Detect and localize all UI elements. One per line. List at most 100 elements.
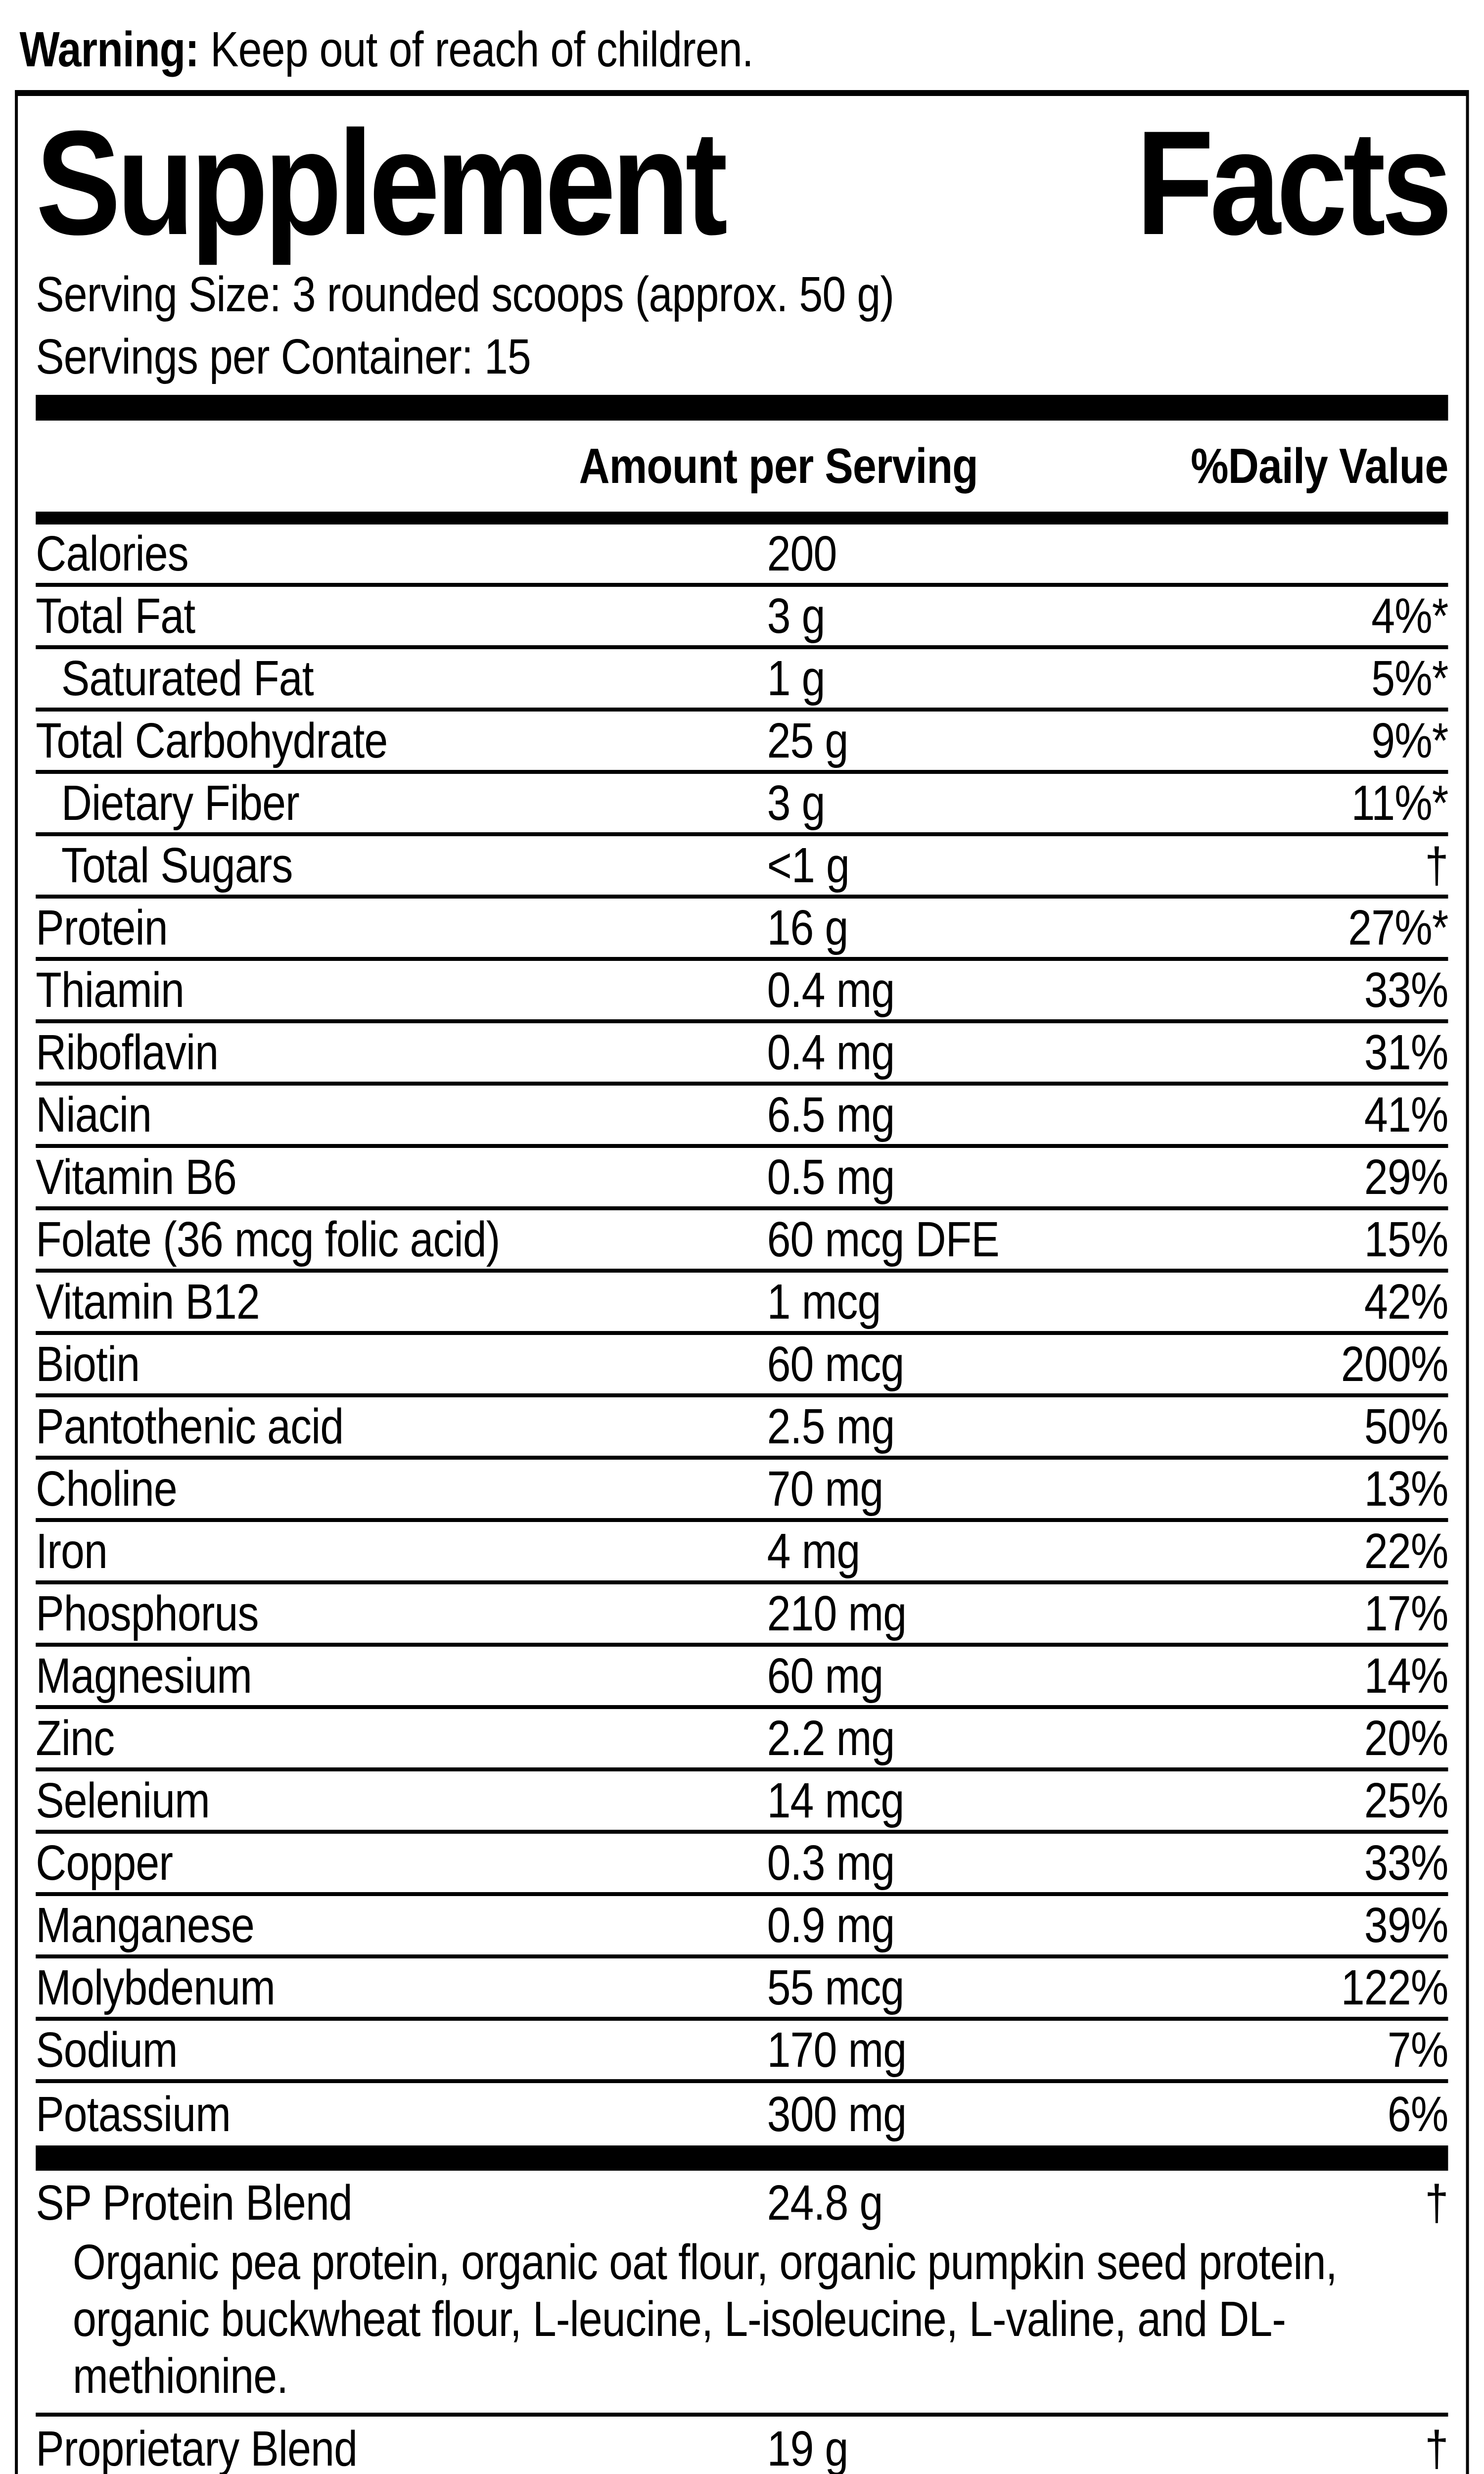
nutrient-amount: 300 mg — [767, 2086, 907, 2142]
nutrient-amount: 60 mg — [767, 1648, 884, 1704]
nutrient-daily-value: 17% — [1364, 1585, 1448, 1641]
title-word-supplement: Supplement — [36, 99, 728, 266]
table-row: Potassium 300 mg 6% — [36, 2083, 1448, 2145]
nutrient-name: Potassium — [36, 2086, 231, 2142]
nutrient-daily-value: 33% — [1364, 1835, 1448, 1891]
nutrient-daily-value: 6% — [1387, 2086, 1448, 2142]
nutrient-daily-value: 39% — [1364, 1897, 1448, 1953]
nutrient-daily-value: 22% — [1364, 1523, 1448, 1579]
nutrient-daily-value: 122% — [1341, 1959, 1448, 2015]
table-row: Biotin 60 mcg 200% — [36, 1335, 1448, 1397]
blend-section-sp-protein: SP Protein Blend 24.8 g † Organic pea pr… — [36, 2171, 1448, 2413]
nutrient-amount: 4 mg — [767, 1523, 861, 1579]
nutrient-daily-value: 15% — [1364, 1211, 1448, 1267]
nutrient-daily-value: 200% — [1341, 1336, 1448, 1392]
nutrient-amount: 6.5 mg — [767, 1087, 895, 1142]
divider-bar-under-header — [36, 512, 1448, 524]
nutrient-daily-value: 4%* — [1371, 588, 1448, 644]
nutrient-name: Total Sugars — [61, 837, 293, 893]
nutrient-amount: 55 mcg — [767, 1959, 905, 2015]
nutrient-name: Phosphorus — [36, 1585, 259, 1641]
nutrient-name: Total Fat — [36, 588, 195, 644]
blend-row: Proprietary Blend 19 g † — [36, 2417, 1448, 2474]
blend-amount: 19 g — [767, 2421, 849, 2474]
blend-name: SP Protein Blend — [36, 2175, 352, 2231]
table-row: Iron 4 mg 22% — [36, 1522, 1448, 1584]
nutrient-amount: 2.2 mg — [767, 1710, 895, 1766]
nutrient-amount: 70 mg — [767, 1461, 884, 1517]
nutrient-amount: 0.4 mg — [767, 1024, 895, 1080]
nutrient-amount: 0.3 mg — [767, 1835, 895, 1891]
table-row: Vitamin B6 0.5 mg 29% — [36, 1148, 1448, 1210]
warning-body: Keep out of reach of children. — [199, 22, 754, 77]
nutrient-name: Vitamin B12 — [36, 1274, 260, 1330]
serving-info: Serving Size: 3 rounded scoops (approx. … — [36, 263, 1448, 388]
table-row: Saturated Fat 1 g 5%* — [36, 649, 1448, 712]
nutrient-amount: 0.9 mg — [767, 1897, 895, 1953]
table-row: Magnesium 60 mg 14% — [36, 1647, 1448, 1709]
nutrient-amount: 60 mcg DFE — [767, 1211, 1000, 1267]
nutrient-amount: 0.5 mg — [767, 1149, 895, 1205]
label-sheet: Warning: Keep out of reach of children. … — [0, 22, 1484, 2474]
nutrient-name: Zinc — [36, 1710, 115, 1766]
nutrient-name: Sodium — [36, 2022, 178, 2078]
table-row: Thiamin 0.4 mg 33% — [36, 961, 1448, 1023]
nutrient-amount: 14 mcg — [767, 1772, 905, 1828]
divider-bar-above-blends — [36, 2145, 1448, 2171]
nutrient-daily-value: 27%* — [1348, 900, 1448, 955]
nutrient-amount: 16 g — [767, 900, 849, 955]
nutrient-name: Folate (36 mcg folic acid) — [36, 1211, 500, 1267]
table-row: Zinc 2.2 mg 20% — [36, 1709, 1448, 1771]
nutrient-amount: 170 mg — [767, 2022, 907, 2078]
nutrient-name: Molybdenum — [36, 1959, 276, 2015]
table-row: Choline 70 mg 13% — [36, 1460, 1448, 1522]
column-header-daily-value: %Daily Value — [1191, 438, 1448, 494]
nutrient-daily-value: 7% — [1387, 2022, 1448, 2078]
nutrient-name: Pantothenic acid — [36, 1398, 344, 1454]
table-row: Niacin 6.5 mg 41% — [36, 1086, 1448, 1148]
table-row: Dietary Fiber 3 g 11%* — [36, 774, 1448, 836]
table-row: Selenium 14 mcg 25% — [36, 1771, 1448, 1834]
nutrient-daily-value: 25% — [1364, 1772, 1448, 1828]
nutrient-name: Thiamin — [36, 962, 185, 1018]
nutrient-name: Manganese — [36, 1897, 255, 1953]
warning-text: Warning: Keep out of reach of children. — [20, 22, 1484, 77]
nutrient-name: Niacin — [36, 1087, 152, 1142]
table-row: Vitamin B12 1 mcg 42% — [36, 1273, 1448, 1335]
nutrient-name: Riboflavin — [36, 1024, 219, 1080]
warning-label: Warning: — [19, 22, 199, 77]
nutrient-amount: 25 g — [767, 713, 849, 768]
nutrient-daily-value: 50% — [1364, 1398, 1448, 1454]
nutrient-amount: 210 mg — [767, 1585, 907, 1641]
table-row: Total Fat 3 g 4%* — [36, 587, 1448, 649]
title-word-facts: Facts — [1136, 99, 1452, 266]
nutrient-name: Selenium — [36, 1772, 210, 1828]
nutrient-daily-value: 5%* — [1371, 650, 1448, 706]
table-row: Total Sugars <1 g † — [36, 836, 1448, 899]
nutrient-amount: 1 mcg — [767, 1274, 881, 1330]
nutrient-daily-value: 42% — [1364, 1274, 1448, 1330]
nutrient-daily-value: 41% — [1364, 1087, 1448, 1142]
nutrient-name: Saturated Fat — [61, 650, 314, 706]
nutrient-name: Copper — [36, 1835, 173, 1891]
nutrient-daily-value: 29% — [1364, 1149, 1448, 1205]
nutrient-amount: 60 mcg — [767, 1336, 905, 1392]
table-row: Calories 200 — [36, 524, 1448, 587]
nutrient-amount: 2.5 mg — [767, 1398, 895, 1454]
blend-name: Proprietary Blend — [36, 2421, 358, 2474]
panel-title: Supplement Facts — [36, 99, 1452, 266]
table-row: Copper 0.3 mg 33% — [36, 1834, 1448, 1896]
nutrient-daily-value: 9%* — [1371, 713, 1448, 768]
nutrient-name: Dietary Fiber — [61, 775, 300, 831]
table-row: Protein 16 g 27%* — [36, 899, 1448, 961]
divider-line-between-blends — [36, 2413, 1448, 2417]
table-row: Pantothenic acid 2.5 mg 50% — [36, 1397, 1448, 1460]
nutrient-daily-value: 31% — [1364, 1024, 1448, 1080]
table-row: Folate (36 mcg folic acid) 60 mcg DFE 15% — [36, 1210, 1448, 1273]
nutrient-amount: 3 g — [767, 588, 826, 644]
nutrient-name: Magnesium — [36, 1648, 252, 1704]
nutrient-daily-value: 20% — [1364, 1710, 1448, 1766]
nutrient-name: Biotin — [36, 1336, 140, 1392]
nutrient-amount: <1 g — [767, 837, 850, 893]
nutrient-name: Total Carbohydrate — [36, 713, 388, 768]
